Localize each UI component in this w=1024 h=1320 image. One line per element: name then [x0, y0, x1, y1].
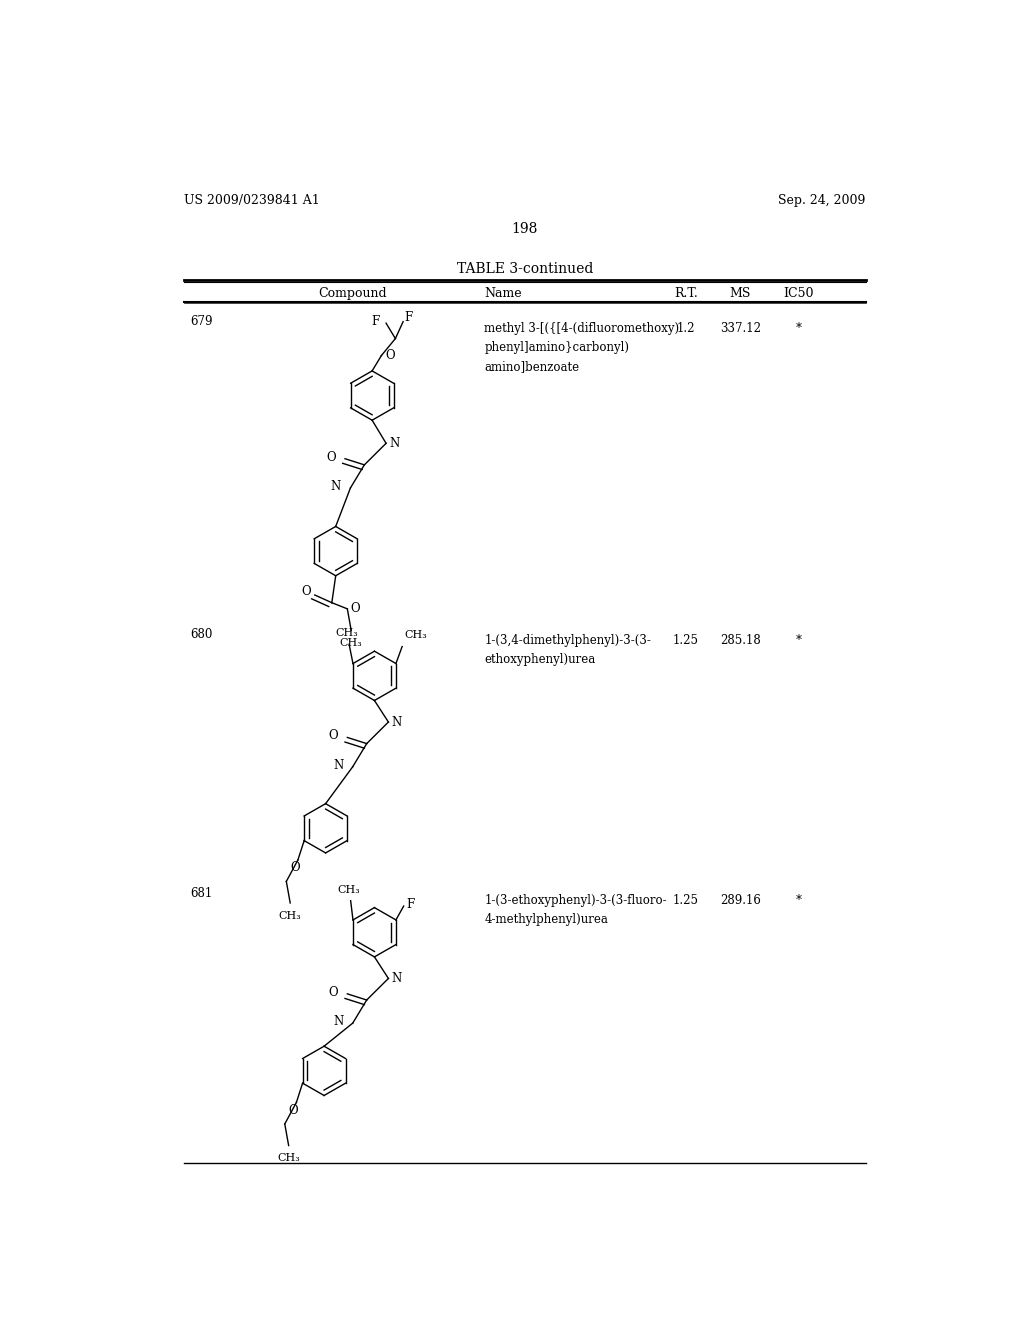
Text: CH₃: CH₃	[404, 631, 427, 640]
Text: 1-(3,4-dimethylphenyl)-3-(3-
ethoxyphenyl)urea: 1-(3,4-dimethylphenyl)-3-(3- ethoxypheny…	[484, 635, 651, 667]
Text: N: N	[333, 1015, 343, 1028]
Text: N: N	[391, 972, 401, 985]
Text: CH₃: CH₃	[336, 628, 358, 638]
Text: methyl 3-[({[4-(difluoromethoxy)
phenyl]amino}carbonyl)
amino]benzoate: methyl 3-[({[4-(difluoromethoxy) phenyl]…	[484, 322, 680, 372]
Text: Compound: Compound	[318, 288, 387, 301]
Text: O: O	[385, 348, 395, 362]
Text: O: O	[350, 602, 360, 615]
Text: Sep. 24, 2009: Sep. 24, 2009	[778, 194, 866, 207]
Text: TABLE 3-continued: TABLE 3-continued	[457, 261, 593, 276]
Text: 289.16: 289.16	[720, 894, 761, 907]
Text: O: O	[290, 862, 300, 874]
Text: F: F	[404, 310, 413, 323]
Text: N: N	[333, 759, 343, 772]
Text: 1.25: 1.25	[673, 635, 699, 647]
Text: R.T.: R.T.	[674, 288, 698, 301]
Text: 285.18: 285.18	[720, 635, 761, 647]
Text: 198: 198	[512, 222, 538, 236]
Text: 1.2: 1.2	[677, 322, 695, 335]
Text: *: *	[796, 322, 802, 335]
Text: CH₃: CH₃	[279, 911, 302, 920]
Text: *: *	[796, 894, 802, 907]
Text: *: *	[796, 635, 802, 647]
Text: O: O	[326, 450, 336, 463]
Text: F: F	[372, 315, 380, 329]
Text: 680: 680	[190, 628, 212, 640]
Text: O: O	[301, 585, 311, 598]
Text: IC50: IC50	[783, 288, 814, 301]
Text: 1-(3-ethoxyphenyl)-3-(3-fluoro-
4-methylphenyl)urea: 1-(3-ethoxyphenyl)-3-(3-fluoro- 4-methyl…	[484, 894, 667, 925]
Text: O: O	[329, 986, 338, 999]
Text: US 2009/0239841 A1: US 2009/0239841 A1	[183, 194, 319, 207]
Text: CH₃: CH₃	[340, 638, 362, 648]
Text: CH₃: CH₃	[278, 1154, 300, 1163]
Text: O: O	[329, 730, 338, 742]
Text: N: N	[389, 437, 399, 450]
Text: 681: 681	[190, 887, 212, 900]
Text: N: N	[391, 715, 401, 729]
Text: F: F	[407, 898, 415, 911]
Text: 679: 679	[190, 315, 213, 329]
Text: O: O	[289, 1104, 298, 1117]
Text: 337.12: 337.12	[720, 322, 761, 335]
Text: N: N	[331, 480, 341, 492]
Text: 1.25: 1.25	[673, 894, 699, 907]
Text: Name: Name	[484, 288, 522, 301]
Text: MS: MS	[729, 288, 751, 301]
Text: CH₃: CH₃	[338, 884, 360, 895]
